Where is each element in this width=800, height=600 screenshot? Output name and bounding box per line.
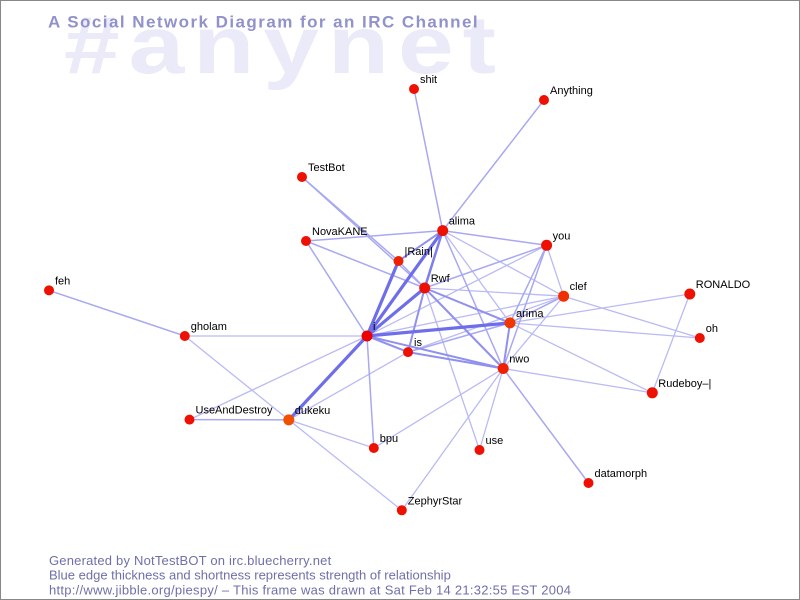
svg-text:you: you: [553, 230, 571, 242]
svg-text:arima: arima: [516, 308, 544, 320]
svg-text:feh: feh: [55, 275, 70, 287]
svg-text:Generated by NotTestBOT on irc: Generated by NotTestBOT on irc.bluecherr…: [49, 553, 332, 568]
svg-text:use: use: [486, 435, 504, 447]
svg-text:nwo: nwo: [509, 354, 529, 366]
svg-text:gholam: gholam: [191, 321, 227, 333]
svg-text:ZephyrStar: ZephyrStar: [408, 495, 463, 507]
svg-text:alima: alima: [449, 216, 476, 228]
svg-text:#anynet: #anynet: [64, 0, 505, 91]
svg-text:NovaKANE: NovaKANE: [312, 226, 368, 238]
svg-text:http://www.jibble.org/piespy/: http://www.jibble.org/piespy/ – This fra…: [49, 582, 571, 597]
svg-text:i: i: [373, 321, 375, 333]
svg-text:Blue edge thickness and shortn: Blue edge thickness and shortness repres…: [49, 568, 451, 583]
svg-text:dukeku: dukeku: [295, 405, 330, 417]
svg-text:Rwf: Rwf: [431, 273, 451, 285]
svg-text:bpu: bpu: [380, 433, 398, 445]
svg-text:datamorph: datamorph: [595, 468, 648, 480]
svg-text:|Rain|: |Rain|: [405, 246, 433, 258]
svg-text:clef: clef: [570, 281, 588, 293]
svg-text:RONALDO: RONALDO: [696, 279, 751, 291]
svg-text:is: is: [414, 337, 422, 349]
svg-text:shit: shit: [420, 74, 437, 86]
svg-text:Rudeboy–|: Rudeboy–|: [658, 378, 711, 390]
svg-text:Anything: Anything: [550, 85, 593, 97]
svg-text:UseAndDestroy: UseAndDestroy: [196, 405, 274, 417]
svg-text:TestBot: TestBot: [308, 162, 345, 174]
svg-text:oh: oh: [706, 323, 718, 335]
svg-text:A Social Network Diagram for a: A Social Network Diagram for an IRC Chan…: [48, 13, 479, 32]
